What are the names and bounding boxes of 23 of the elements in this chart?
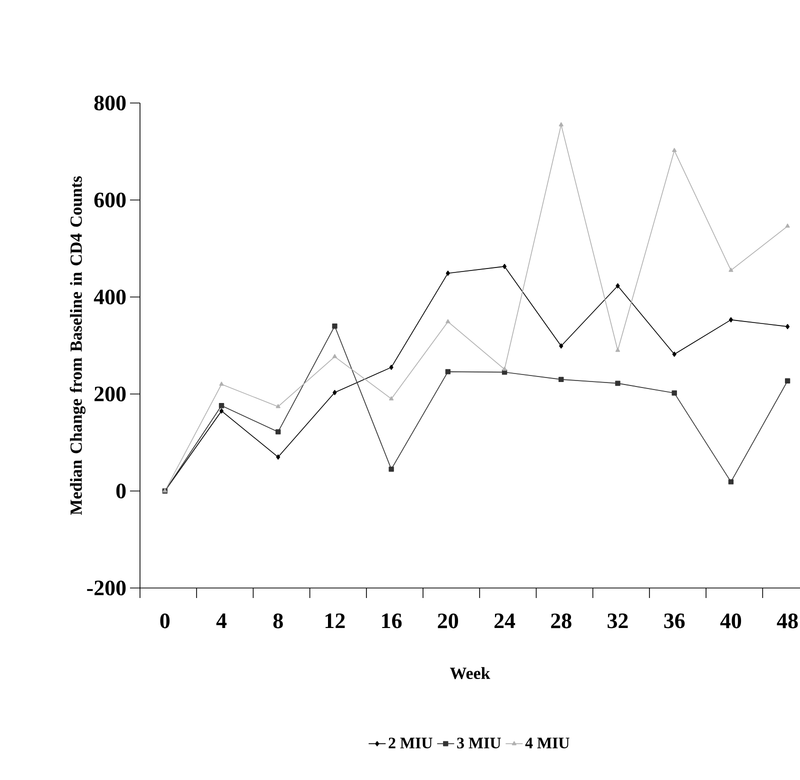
x-tick-label: 8	[273, 614, 283, 628]
y-tick-label: 800	[94, 96, 126, 110]
y-tick-label: -200	[87, 580, 126, 596]
x-tick-label: 28	[551, 614, 572, 628]
x-tick-label: 48	[776, 614, 798, 628]
x-axis-title: Week	[450, 667, 490, 680]
y-tick-label: 0	[116, 484, 126, 498]
x-tick-label: 24	[494, 614, 516, 628]
y-tick-label: 600	[94, 192, 126, 208]
y-tick-label: 200	[94, 386, 126, 402]
legend-label: 2 MIU	[388, 738, 432, 748]
x-tick-label: 4	[216, 614, 227, 628]
x-tick-label: 16	[382, 614, 402, 628]
x-tick-label: 32	[608, 614, 628, 628]
legend-label: 4 MIU	[525, 738, 570, 748]
x-tick-label: 40	[720, 614, 742, 628]
legend-label: 3 MIU	[457, 738, 501, 748]
x-tick-label: 0	[160, 614, 170, 628]
y-axis-title: Median Change from Baseline in CD4 Counts	[70, 176, 86, 515]
x-tick-label: 12	[326, 614, 345, 628]
x-tick-label: 20	[438, 614, 458, 628]
y-tick-label: 400	[94, 290, 126, 304]
x-tick-label: 36	[664, 614, 685, 628]
